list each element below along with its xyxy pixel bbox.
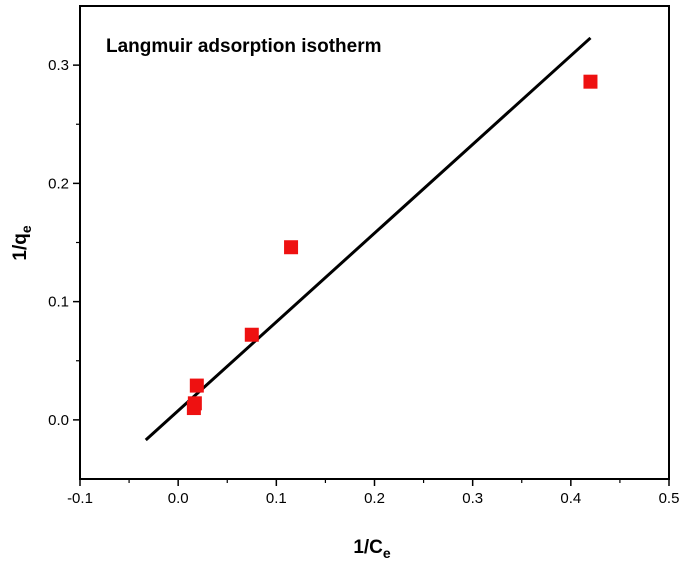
y-axis-ticks: 0.0 0.1 0.2 0.3 <box>48 57 80 429</box>
data-point <box>244 327 259 342</box>
y-tick-label: 0.1 <box>48 294 69 311</box>
y-tick-label: 0.2 <box>48 175 69 192</box>
series-layer <box>144 36 598 442</box>
x-axis-label-main: 1/C <box>353 537 383 558</box>
x-axis-label-subscript: e <box>383 545 391 561</box>
x-tick-label: 0.4 <box>560 490 581 507</box>
x-axis-ticks: -0.1 0.0 0.1 0.2 0.3 0.4 0.5 <box>67 479 679 507</box>
x-tick-label: 0.2 <box>364 490 385 507</box>
y-axis-label-subscript: e <box>18 225 34 233</box>
data-point <box>187 396 202 411</box>
x-tick-label: -0.1 <box>67 490 93 507</box>
x-tick-label: 0.1 <box>266 490 287 507</box>
x-axis-label: 1/Ce <box>353 537 391 561</box>
fit-line <box>144 36 592 442</box>
y-tick-label: 0.0 <box>48 412 69 429</box>
plot-frame <box>79 5 670 480</box>
y-axis-label: 1/qe <box>10 225 34 260</box>
y-tick-label: 0.3 <box>48 57 69 74</box>
data-point <box>284 240 299 255</box>
x-tick-label: 0.0 <box>168 490 189 507</box>
data-point <box>189 378 204 393</box>
x-tick-label: 0.3 <box>462 490 483 507</box>
data-point <box>583 74 598 89</box>
x-tick-label: 0.5 <box>659 490 680 507</box>
y-axis-label-main: 1/q <box>10 233 31 260</box>
chart-title: Langmuir adsorption isotherm <box>106 36 382 57</box>
